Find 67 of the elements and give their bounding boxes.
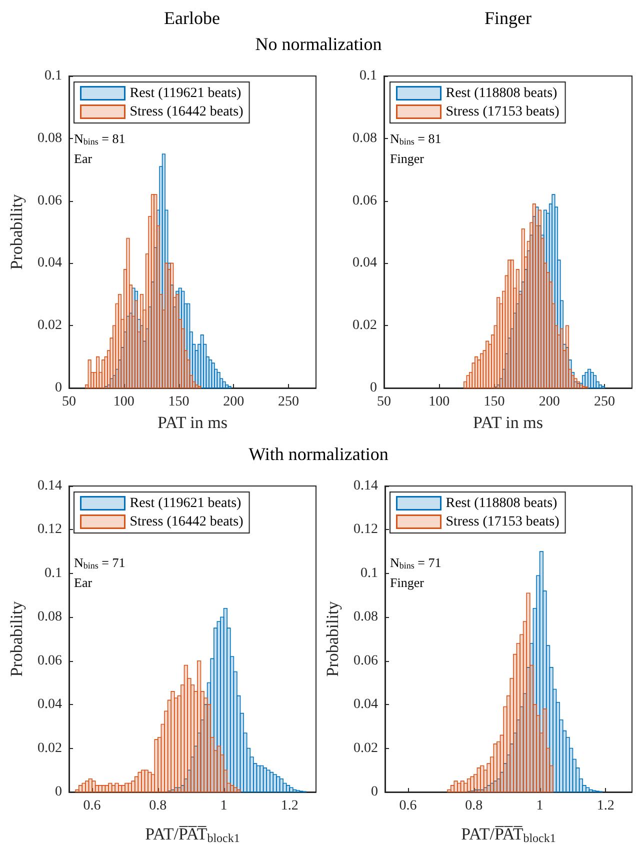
y-tick-label: 0.06 xyxy=(38,193,62,208)
y-tick-label: 0.08 xyxy=(38,610,62,625)
x-tick-label: 1 xyxy=(220,798,228,814)
y-axis-title: Probability xyxy=(7,600,26,677)
y-tick-label: 0.06 xyxy=(354,653,378,668)
x-tick-label: 150 xyxy=(168,394,190,410)
y-tick-label: 0.02 xyxy=(38,318,62,334)
y-tick-label: 0.06 xyxy=(352,193,377,208)
x-tick-label: 200 xyxy=(223,394,244,410)
legend-label: Rest (118808 beats) xyxy=(446,86,558,101)
y-tick-label: 0.1 xyxy=(44,566,62,581)
legend-label: Rest (119621 beats) xyxy=(130,86,242,101)
y-tick-label: 0.08 xyxy=(38,130,62,146)
y-tick-label: 0.14 xyxy=(354,478,378,494)
y-tick-label: 0 xyxy=(55,784,62,800)
y-tick-label: 0 xyxy=(370,380,377,396)
legend-label: Rest (119621 beats) xyxy=(130,496,242,511)
x-tick-label: 100 xyxy=(428,394,450,410)
chart-subtitle: With normalization xyxy=(248,444,390,465)
y-tick-label: 0.04 xyxy=(38,697,62,712)
legend-label: Stress (17153 beats) xyxy=(446,104,560,120)
x-tick-label: 100 xyxy=(113,394,134,410)
x-tick-label: 150 xyxy=(484,394,505,410)
y-tick-label: 0.04 xyxy=(38,256,62,271)
y-tick-label: 0.02 xyxy=(354,740,378,756)
y-tick-label: 0.08 xyxy=(352,130,377,146)
x-axis-title: PAT in ms xyxy=(473,413,543,432)
x-tick-label: 0.8 xyxy=(149,798,167,814)
legend-label: Rest (118808 beats) xyxy=(446,496,558,511)
y-tick-label: 0.12 xyxy=(354,522,378,538)
x-tick-label: 250 xyxy=(278,394,300,410)
x-tick-label: 50 xyxy=(62,394,76,410)
x-tick-label: 250 xyxy=(594,394,615,410)
x-tick-label: 0.8 xyxy=(465,798,483,814)
chart-title: Finger xyxy=(484,8,532,29)
annotation: Finger xyxy=(390,151,425,166)
y-tick-label: 0 xyxy=(371,784,378,800)
x-tick-label: 0.6 xyxy=(399,798,417,814)
chart-subtitle: No normalization xyxy=(254,34,383,55)
x-axis-title: PAT in ms xyxy=(158,413,228,432)
legend-label: Stress (16442 beats) xyxy=(130,514,244,530)
annotation: Ear xyxy=(74,151,93,166)
y-tick-label: 0.1 xyxy=(360,566,378,581)
y-tick-label: 0.02 xyxy=(38,740,62,756)
x-tick-label: 0.6 xyxy=(83,798,101,814)
x-tick-label: 1.2 xyxy=(596,798,614,814)
y-tick-label: 0.14 xyxy=(38,478,62,494)
y-tick-label: 0.04 xyxy=(354,697,378,712)
y-tick-label: 0.12 xyxy=(38,522,62,538)
y-tick-label: 0.1 xyxy=(360,68,377,84)
x-tick-label: 1 xyxy=(536,798,544,814)
annotation: Ear xyxy=(74,575,93,590)
y-tick-label: 0.02 xyxy=(352,318,377,334)
legend-label: Stress (17153 beats) xyxy=(446,514,560,530)
y-tick-label: 0 xyxy=(55,380,62,396)
y-tick-label: 0.06 xyxy=(38,653,62,668)
y-tick-label: 0.1 xyxy=(44,68,62,84)
x-tick-label: 1.2 xyxy=(280,798,298,814)
legend-label: Stress (16442 beats) xyxy=(130,104,244,120)
y-tick-label: 0.08 xyxy=(354,610,378,625)
y-axis-title: Probability xyxy=(7,194,26,270)
y-axis-title: Probability xyxy=(323,600,342,677)
y-tick-label: 0.04 xyxy=(352,256,377,271)
x-tick-label: 200 xyxy=(538,394,560,410)
annotation: Finger xyxy=(390,575,425,590)
x-tick-label: 50 xyxy=(377,394,391,410)
chart-title: Earlobe xyxy=(163,8,221,29)
